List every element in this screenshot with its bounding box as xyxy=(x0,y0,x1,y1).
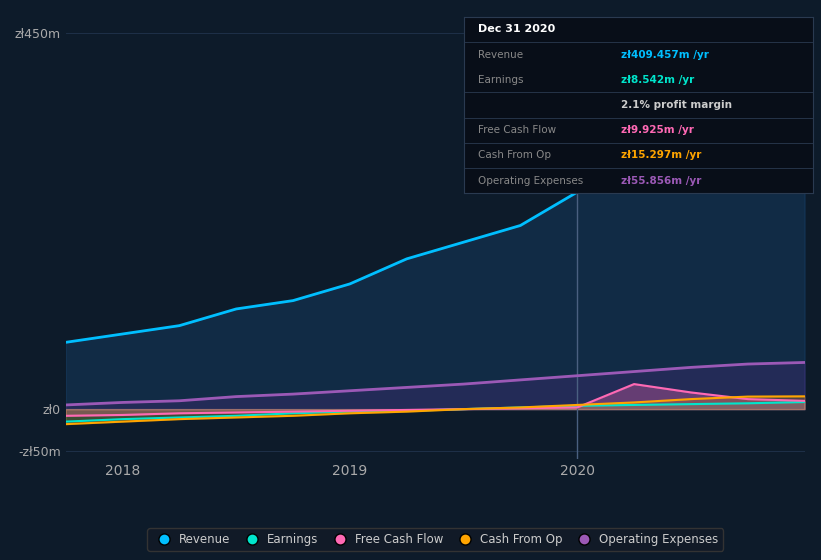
Text: zł9.925m /yr: zł9.925m /yr xyxy=(621,125,694,135)
Text: Revenue: Revenue xyxy=(478,50,523,59)
Text: zł55.856m /yr: zł55.856m /yr xyxy=(621,176,701,185)
Text: zł409.457m /yr: zł409.457m /yr xyxy=(621,50,709,59)
Text: Earnings: Earnings xyxy=(478,75,523,85)
Text: Dec 31 2020: Dec 31 2020 xyxy=(478,25,555,34)
Text: Cash From Op: Cash From Op xyxy=(478,151,551,160)
Legend: Revenue, Earnings, Free Cash Flow, Cash From Op, Operating Expenses: Revenue, Earnings, Free Cash Flow, Cash … xyxy=(147,528,723,550)
Text: zł15.297m /yr: zł15.297m /yr xyxy=(621,151,701,160)
Text: zł8.542m /yr: zł8.542m /yr xyxy=(621,75,694,85)
Text: 2.1% profit margin: 2.1% profit margin xyxy=(621,100,732,110)
Text: Free Cash Flow: Free Cash Flow xyxy=(478,125,556,135)
Text: Operating Expenses: Operating Expenses xyxy=(478,176,583,185)
